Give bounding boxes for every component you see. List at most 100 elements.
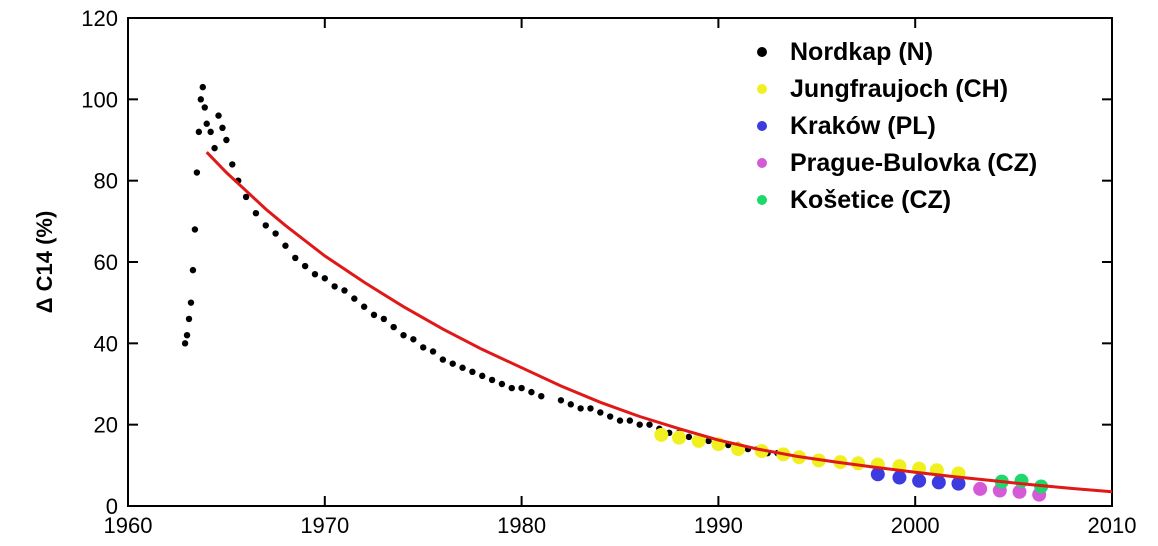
data-point: [272, 230, 279, 237]
y-tick-label: 60: [94, 250, 118, 275]
data-point: [223, 136, 230, 144]
data-point: [400, 332, 407, 339]
data-point: [410, 336, 417, 343]
data-point: [912, 473, 927, 488]
x-tick-label: 1990: [694, 513, 743, 538]
data-point: [488, 376, 496, 384]
x-tick-label: 1980: [497, 513, 546, 538]
data-point: [931, 475, 946, 490]
data-point: [420, 344, 427, 351]
data-point: [557, 397, 565, 404]
data-point: [229, 161, 236, 168]
data-point: [685, 433, 693, 441]
legend-marker: [757, 121, 767, 131]
data-point: [587, 405, 594, 412]
data-point: [498, 380, 506, 388]
data-point: [973, 481, 988, 496]
data-point: [197, 96, 205, 103]
series-0: [181, 83, 781, 457]
data-point: [449, 360, 456, 367]
y-axis-title: Δ C14 (%): [32, 211, 57, 314]
data-point: [469, 368, 476, 375]
data-point: [262, 222, 269, 229]
data-point: [321, 275, 328, 282]
data-point: [201, 104, 208, 111]
data-point: [199, 83, 206, 91]
data-point: [191, 226, 199, 233]
legend-label: Nordkap (N): [790, 38, 933, 66]
x-tick-label: 1970: [300, 513, 349, 538]
data-point: [646, 421, 653, 428]
y-axis: 0 20 40 60 80 100 120: [81, 6, 1112, 519]
legend-label: Košetice (CZ): [790, 186, 951, 214]
data-point: [616, 417, 624, 424]
data-point: [351, 295, 358, 302]
data-point: [292, 254, 299, 262]
data-point: [185, 315, 193, 323]
y-tick-label: 80: [94, 169, 118, 194]
fit-curve: [205, 151, 1113, 494]
y-tick-label: 100: [81, 87, 118, 112]
legend-label: Prague-Bulovka (CZ): [790, 149, 1037, 177]
data-point: [187, 299, 195, 306]
series-layer: [181, 83, 1049, 502]
data-point: [331, 283, 338, 290]
data-point: [567, 401, 574, 408]
legend: Nordkap (N) Jungfraujoch (CH) Kraków (PL) P…: [757, 38, 1037, 214]
x-tick-label: 2000: [891, 513, 940, 538]
y-tick-label: 0: [106, 494, 118, 519]
data-point: [390, 323, 397, 331]
data-point: [518, 384, 525, 392]
legend-marker: [757, 84, 767, 94]
data-point: [1012, 484, 1027, 499]
data-point: [211, 144, 218, 152]
data-point: [341, 287, 348, 294]
data-point: [654, 427, 669, 442]
data-point: [181, 340, 189, 347]
y-tick-label: 120: [81, 6, 118, 31]
x-tick-label: 2010: [1088, 513, 1137, 538]
data-point: [252, 210, 260, 217]
data-point: [193, 169, 201, 176]
data-point: [577, 405, 584, 412]
data-point: [242, 193, 250, 201]
data-point: [439, 356, 447, 363]
data-point: [380, 315, 388, 323]
legend-label: Jungfraujoch (CH): [790, 75, 1008, 103]
legend-marker: [757, 195, 767, 205]
data-point: [203, 120, 210, 127]
data-point: [951, 476, 966, 491]
data-point: [672, 430, 687, 445]
data-point: [215, 112, 222, 119]
x-tick-label: 1960: [104, 513, 153, 538]
fit-layer: [205, 151, 1113, 494]
data-point: [528, 388, 535, 396]
data-point: [597, 409, 604, 416]
data-point: [636, 421, 643, 428]
legend-marker: [757, 158, 767, 168]
data-point: [508, 384, 515, 392]
data-point: [311, 271, 319, 278]
x-axis: 1960 1970 1980 1990 2000 2010: [104, 18, 1137, 538]
data-point: [626, 417, 634, 424]
y-tick-label: 20: [94, 413, 118, 438]
data-point: [459, 364, 466, 371]
y-tick-label: 40: [94, 331, 118, 356]
data-point: [892, 470, 907, 485]
plot-area: [127, 17, 1113, 507]
series-2: [870, 467, 966, 491]
data-point: [870, 467, 885, 482]
data-point: [370, 311, 378, 319]
data-point: [538, 393, 545, 400]
data-point: [183, 332, 191, 339]
data-point: [360, 303, 368, 310]
data-point: [429, 348, 437, 355]
data-point: [301, 262, 309, 270]
data-point: [705, 437, 712, 445]
legend-label: Kraków (PL): [790, 112, 936, 140]
data-point: [207, 128, 214, 136]
data-point: [282, 242, 289, 249]
data-point: [195, 128, 203, 136]
data-point: [479, 372, 486, 380]
